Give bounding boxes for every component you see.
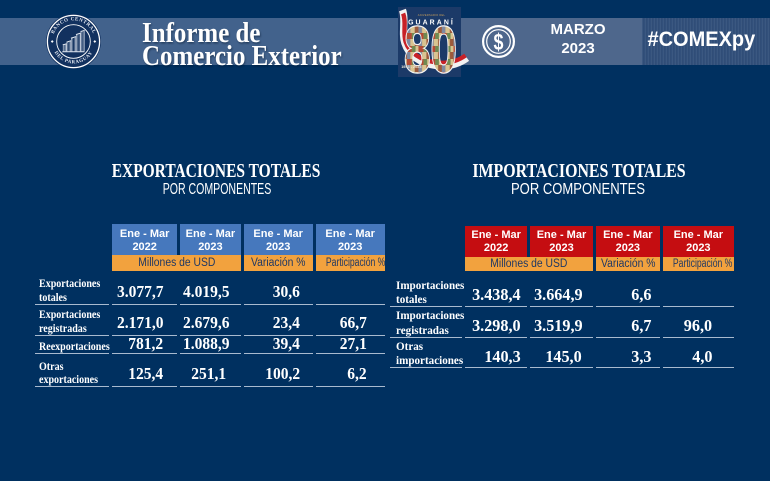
svg-text:80: 80 bbox=[404, 14, 457, 87]
svg-text:$: $ bbox=[494, 30, 504, 56]
svg-text:GUARANÍ: GUARANÍ bbox=[408, 17, 455, 26]
svg-text:1943 - 2023: 1943 - 2023 bbox=[401, 65, 421, 69]
svg-text:ANIVERSARIO DEL: ANIVERSARIO DEL bbox=[418, 13, 446, 17]
